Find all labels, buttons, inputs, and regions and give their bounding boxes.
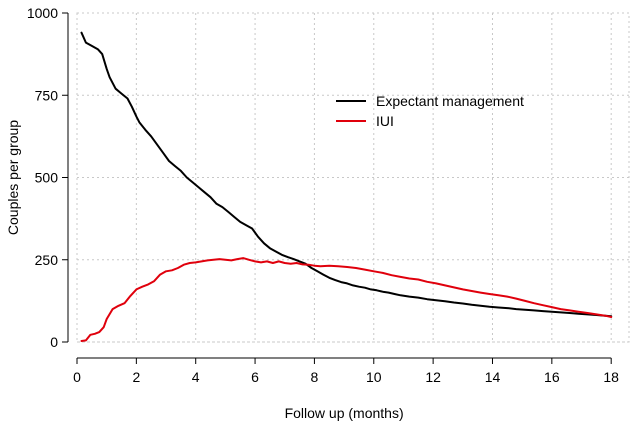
- y-tick-label: 500: [35, 170, 59, 186]
- y-tick-label: 1000: [27, 5, 58, 21]
- x-tick-label: 4: [192, 369, 200, 385]
- y-tick-label: 750: [35, 87, 59, 103]
- y-axis-label: Couples per group: [5, 120, 21, 235]
- x-tick-label: 10: [366, 369, 382, 385]
- legend-label: Expectant management: [376, 93, 524, 109]
- x-tick-label: 0: [73, 369, 81, 385]
- x-tick-label: 14: [485, 369, 501, 385]
- x-tick-label: 8: [311, 369, 319, 385]
- series-lines: [80, 31, 613, 342]
- x-tick-label: 18: [603, 369, 619, 385]
- x-axis-ticks: 0 2 4 6 8 10 12 14 16 18: [73, 358, 619, 385]
- legend-label: IUI: [376, 113, 394, 129]
- y-axis-ticks: 0 250 500 750 1000: [27, 5, 68, 350]
- x-axis-label: Follow up (months): [285, 405, 404, 421]
- x-tick-label: 16: [544, 369, 560, 385]
- x-tick-label: 12: [425, 369, 441, 385]
- axes: [67, 13, 612, 359]
- y-tick-label: 0: [50, 334, 58, 350]
- series-line-iui: [80, 257, 613, 342]
- y-tick-label: 250: [35, 252, 59, 268]
- x-tick-label: 2: [132, 369, 140, 385]
- grid: [76, 12, 630, 343]
- x-tick-label: 6: [251, 369, 259, 385]
- legend: Expectant management IUI: [336, 93, 524, 129]
